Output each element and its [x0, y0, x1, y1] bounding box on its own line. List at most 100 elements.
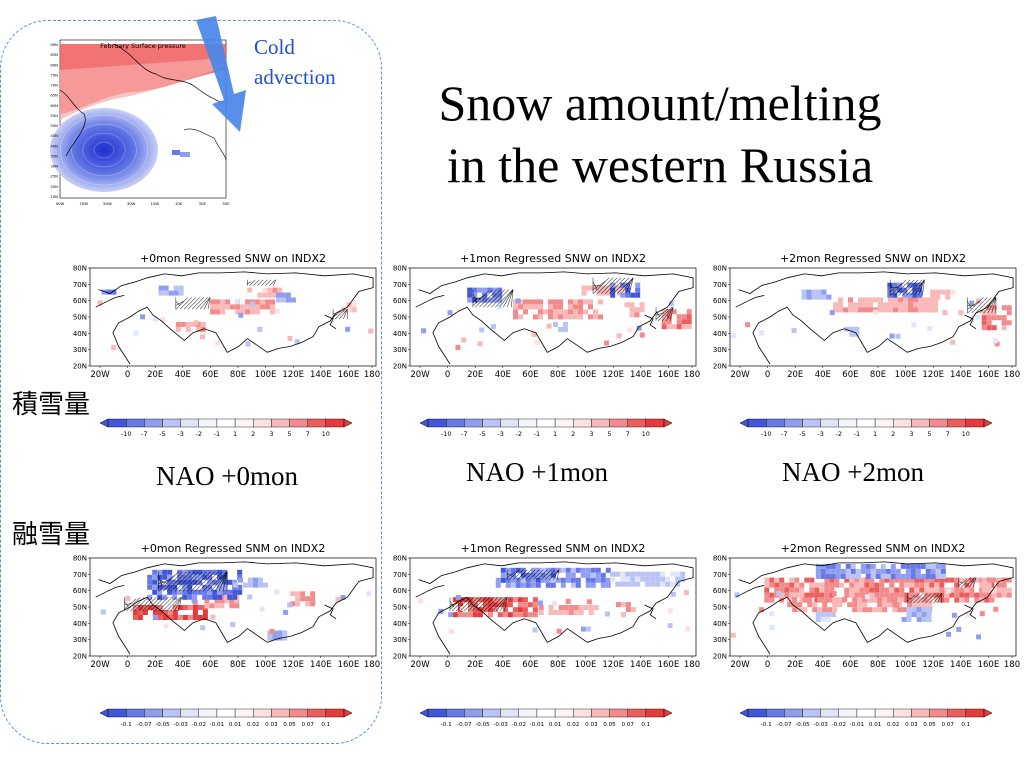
- anomaly-cell: [784, 582, 790, 588]
- colorbar-label: -2: [516, 430, 522, 438]
- anomaly-cell: [560, 567, 566, 573]
- anomaly-cell: [548, 299, 553, 305]
- anomaly-cell: [683, 590, 689, 596]
- colorbar-bin: [216, 708, 236, 718]
- anomaly-cell: [477, 341, 483, 347]
- significance-hatch: [913, 593, 924, 604]
- colorbar-bin: [482, 418, 501, 428]
- anomaly-cell: [275, 292, 281, 298]
- anomaly-cell: [915, 568, 921, 574]
- significance-hatch: [126, 596, 141, 612]
- anomaly-cell: [568, 304, 573, 310]
- colorbar-label: 0.03: [265, 722, 278, 728]
- anomaly-cell: [217, 589, 223, 595]
- anomaly-cell: [147, 574, 153, 580]
- anomaly-cell: [878, 302, 883, 308]
- panel-title: +0mon Regressed SNM on INDX2: [141, 542, 326, 555]
- anomaly-cell: [883, 307, 888, 313]
- anomaly-cell: [222, 569, 228, 575]
- cold-label-line-1: Cold: [254, 35, 295, 59]
- anomaly-cell: [969, 300, 975, 306]
- anomaly-cell: [924, 587, 930, 593]
- anomaly-cell: [267, 635, 273, 641]
- anomaly-cell: [217, 574, 223, 580]
- anomaly-cell: [912, 597, 918, 603]
- anomaly-cell: [187, 584, 193, 590]
- anomaly-cell: [855, 573, 861, 579]
- anomaly-cell: [889, 592, 895, 598]
- anomaly-cell: [192, 589, 198, 595]
- anomaly-cell: [655, 576, 661, 582]
- anomaly-cell: [233, 582, 238, 588]
- colorbar-bin: [572, 708, 592, 718]
- anomaly-cell: [974, 314, 980, 320]
- x-tick-label: 160E: [978, 660, 1000, 670]
- y-tick-label: 20N: [713, 653, 727, 661]
- anomaly-cell: [945, 294, 951, 300]
- anomaly-cell: [917, 292, 923, 298]
- significance-hatch: [214, 571, 228, 592]
- anomaly-cell: [624, 302, 630, 308]
- anomaly-cell: [916, 612, 922, 617]
- anomaly-cell: [553, 314, 558, 320]
- significance-hatch: [480, 596, 495, 612]
- anomaly-cell: [550, 582, 556, 588]
- inset-contour: [60, 114, 148, 186]
- anomaly-cell: [210, 304, 216, 310]
- anomaly-cell: [583, 299, 588, 305]
- colorbar-bin: [144, 418, 163, 428]
- anomaly-cell: [991, 587, 997, 593]
- anomaly-cell: [806, 294, 812, 300]
- anomaly-cell: [817, 597, 823, 603]
- anomaly-cell: [629, 312, 635, 318]
- anomaly-cell: [625, 292, 631, 298]
- y-tick-label: 80N: [73, 265, 87, 273]
- anomaly-cell: [620, 292, 626, 298]
- anomaly-cell: [157, 574, 163, 580]
- significance-hatch: [198, 571, 219, 592]
- x-tick-label: 80E: [550, 370, 566, 380]
- anomaly-cell: [282, 635, 288, 641]
- anomaly-cell: [1001, 582, 1007, 588]
- anomaly-cell: [959, 577, 965, 583]
- anomaly-cell: [565, 567, 571, 573]
- anomaly-cell: [497, 597, 503, 603]
- colorbar-label: 5: [607, 430, 611, 438]
- anomaly-cell: [897, 597, 903, 603]
- colorbar-bin: [892, 418, 912, 428]
- anomaly-cell: [794, 582, 800, 588]
- anomaly-cell: [187, 574, 193, 580]
- significance-hatch: [509, 569, 520, 580]
- anomaly-cell: [799, 597, 805, 603]
- anomaly-cell: [215, 309, 221, 315]
- anomaly-cell: [867, 597, 873, 603]
- anomaly-cell: [819, 582, 825, 588]
- anomaly-cell: [668, 301, 674, 307]
- anomaly-cell: [224, 598, 230, 604]
- anomaly-cell: [530, 582, 536, 588]
- significance-hatch: [621, 277, 634, 294]
- anomaly-cell: [920, 573, 926, 579]
- anomaly-cell: [255, 309, 261, 315]
- anomaly-cell: [528, 304, 533, 310]
- anomaly-cell: [132, 610, 138, 615]
- colorbar-bin: [965, 708, 985, 718]
- anomaly-cell: [849, 326, 855, 332]
- anomaly-cell: [235, 309, 241, 315]
- y-tick-label: 60N: [713, 587, 727, 595]
- anomaly-cell: [601, 290, 607, 296]
- significance-hatch: [170, 597, 182, 612]
- colorbar-label: 3: [589, 430, 593, 438]
- inset-contour: [93, 141, 115, 159]
- anomaly-cell: [448, 612, 454, 618]
- anomaly-cell: [928, 307, 933, 313]
- anomaly-cell: [645, 571, 651, 577]
- significance-hatch: [335, 308, 346, 320]
- anomaly-cell: [265, 299, 271, 305]
- anomaly-cell: [583, 605, 589, 610]
- anomaly-cell: [954, 592, 960, 598]
- significance-hatch: [253, 279, 260, 286]
- significance-hatch: [972, 577, 977, 588]
- significance-hatch: [191, 297, 205, 310]
- anomaly-cell: [802, 597, 808, 603]
